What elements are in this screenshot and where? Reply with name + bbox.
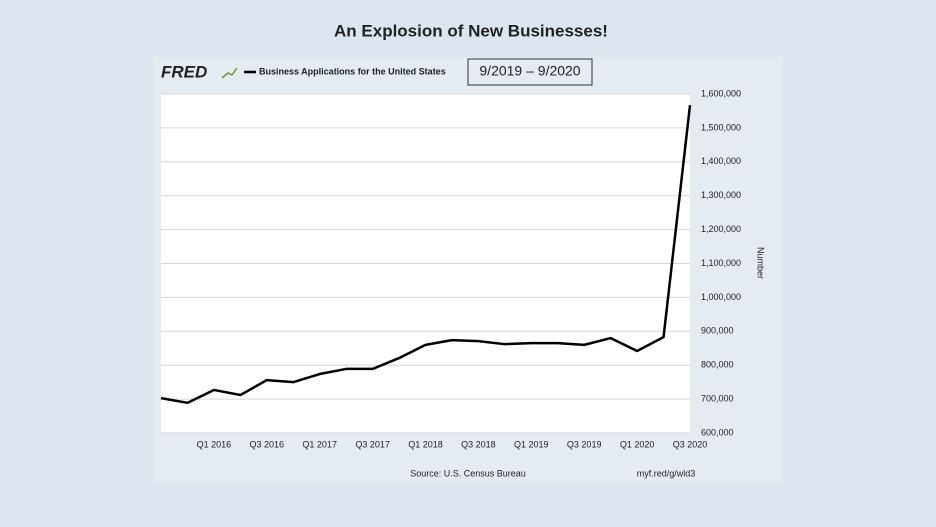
y-tick-label: 1,000,000 bbox=[701, 292, 741, 302]
annotation-box bbox=[467, 58, 593, 86]
x-tick-label: Q1 2018 bbox=[408, 439, 443, 449]
x-tick-label: Q3 2019 bbox=[567, 439, 602, 449]
y-tick-label: 1,400,000 bbox=[701, 156, 741, 166]
chart-title: An Explosion of New Businesses! bbox=[334, 21, 608, 40]
logo-icon bbox=[221, 67, 238, 79]
legend-label: Business Applications for the United Sta… bbox=[259, 66, 446, 76]
x-tick-label: Q1 2017 bbox=[302, 439, 337, 449]
link: myf.red/g/wld3 bbox=[637, 468, 696, 478]
y-tick-label: 1,500,000 bbox=[701, 122, 741, 132]
x-tick-label: Q3 2020 bbox=[673, 439, 708, 449]
y-tick-label: 1,600,000 bbox=[701, 88, 741, 98]
x-tick-label: Q1 2019 bbox=[514, 439, 549, 449]
x-tick-label: Q1 2016 bbox=[197, 439, 232, 449]
y-tick-label: 800,000 bbox=[701, 360, 734, 370]
logo: FRED bbox=[161, 62, 207, 81]
y-axis-label: Number bbox=[756, 247, 766, 279]
x-tick-label: Q3 2018 bbox=[461, 439, 496, 449]
annotation: 9/2019 – 9/2020 bbox=[479, 63, 580, 79]
x-tick-label: Q3 2017 bbox=[355, 439, 390, 449]
y-tick-label: 1,100,000 bbox=[701, 258, 741, 268]
y-tick-label: 1,300,000 bbox=[701, 190, 741, 200]
series-line bbox=[160, 105, 692, 405]
x-tick-label: Q3 2016 bbox=[250, 439, 285, 449]
y-tick-label: 600,000 bbox=[701, 427, 734, 437]
y-tick-label: 900,000 bbox=[701, 326, 734, 336]
y-tick-label: 1,200,000 bbox=[701, 224, 741, 234]
source: Source: U.S. Census Bureau bbox=[410, 468, 526, 478]
y-tick-label: 700,000 bbox=[701, 393, 734, 403]
x-tick-label: Q1 2020 bbox=[620, 439, 655, 449]
